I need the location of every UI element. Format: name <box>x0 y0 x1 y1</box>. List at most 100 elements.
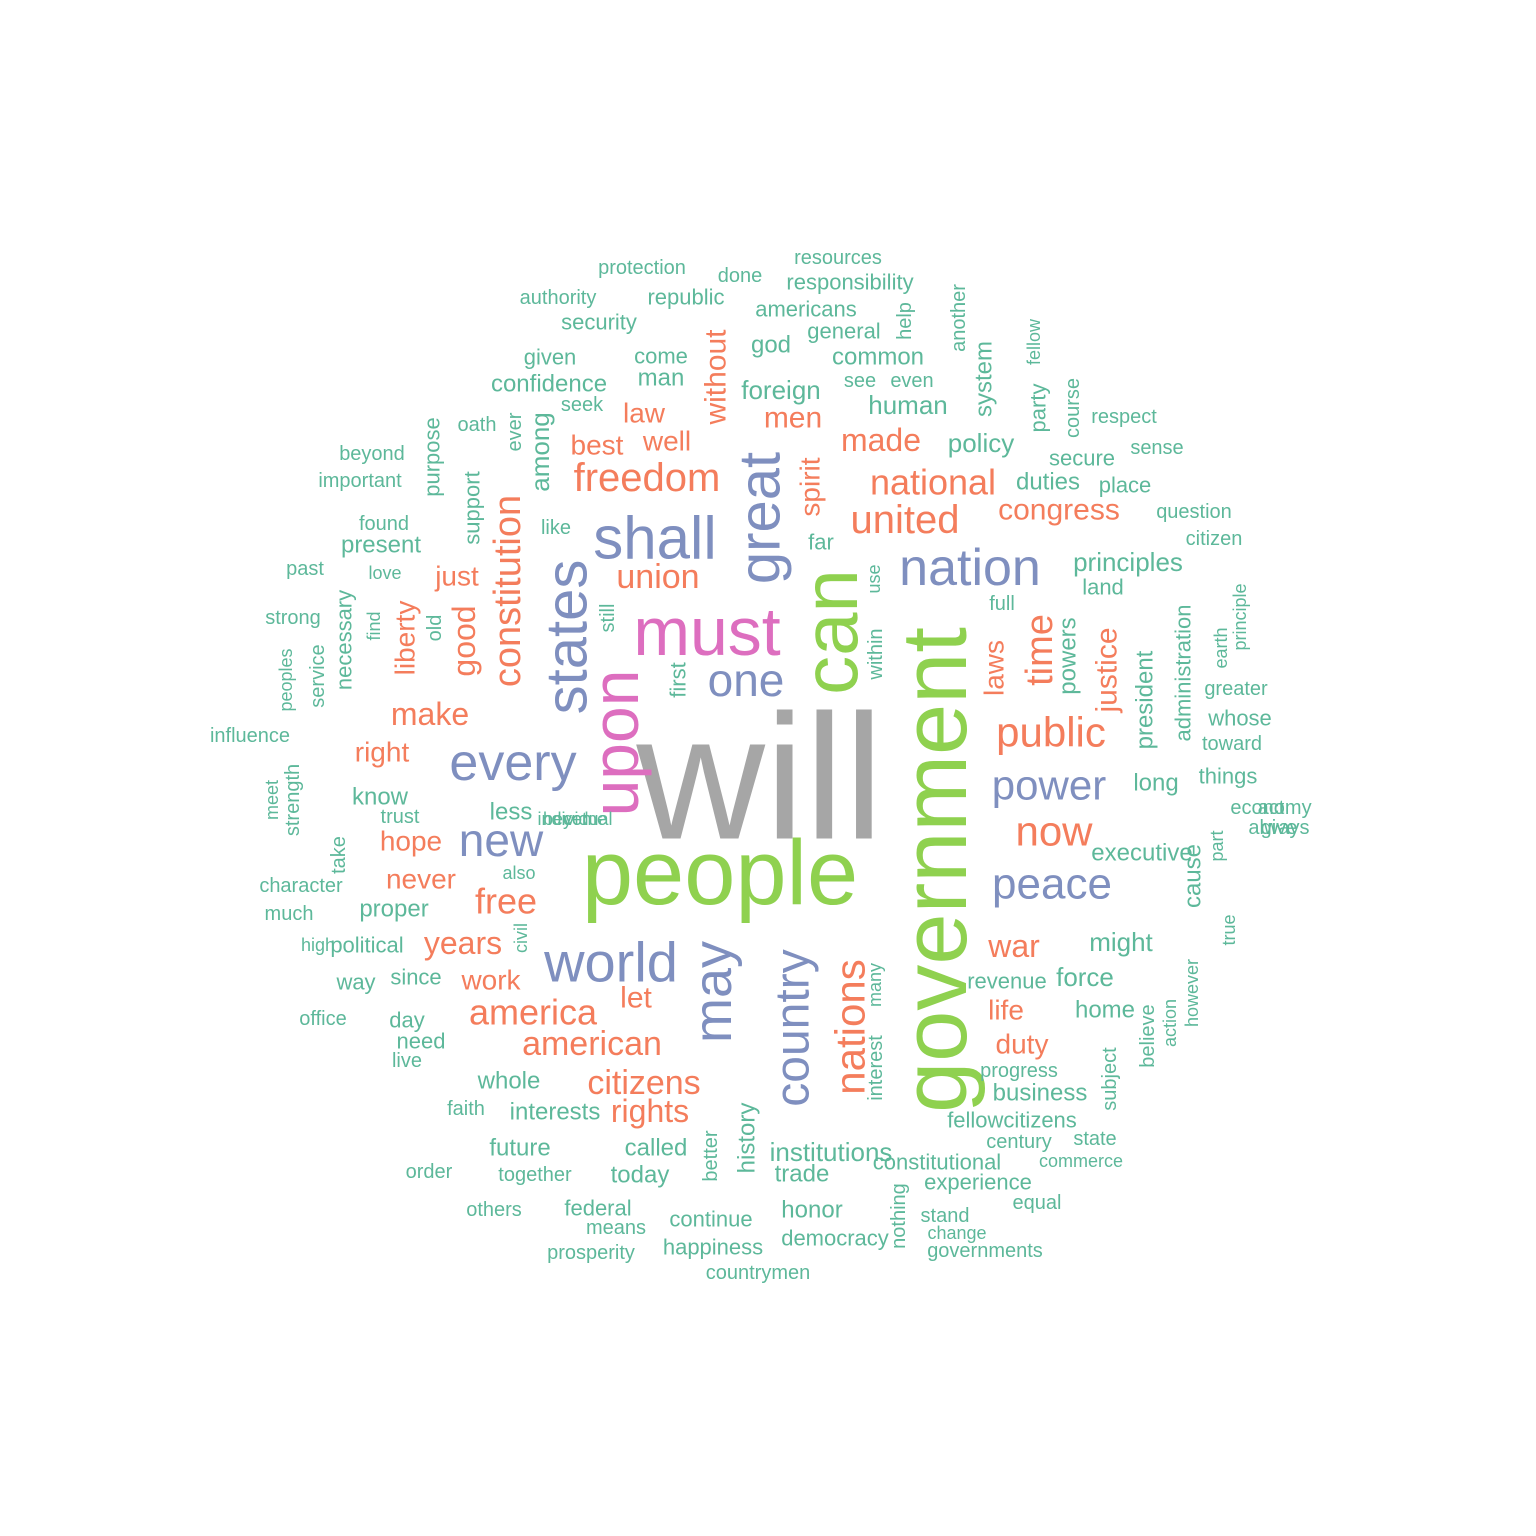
word-love: love <box>368 563 401 583</box>
word-many: many <box>865 963 885 1007</box>
word-change: change <box>927 1223 986 1243</box>
word-full: full <box>989 593 1015 615</box>
word-nations: nations <box>827 959 874 1094</box>
word-responsibility: responsibility <box>786 270 913 295</box>
word-like: like <box>541 517 571 539</box>
word-history: history <box>734 1103 761 1174</box>
word-long: long <box>1133 770 1178 797</box>
word-another: another <box>948 284 970 352</box>
word-years: years <box>424 925 502 961</box>
word-things: things <box>1199 764 1258 789</box>
word-even: even <box>890 370 933 392</box>
word-great: great <box>728 452 793 584</box>
word-home: home <box>1075 997 1135 1024</box>
word-find: find <box>364 611 384 640</box>
word-act: act <box>1258 797 1285 819</box>
word-economy: economy <box>1230 797 1311 819</box>
word-right: right <box>355 737 410 768</box>
word-past: past <box>286 558 324 580</box>
word-progress: progress <box>980 1060 1058 1082</box>
word-among: among <box>525 412 555 492</box>
word-governments: governments <box>927 1240 1043 1262</box>
word-war: war <box>987 928 1040 964</box>
word-peace: peace <box>992 860 1112 909</box>
word-sense: sense <box>1130 437 1183 459</box>
word-beyond: beyond <box>339 443 405 465</box>
word-duties: duties <box>1016 469 1080 496</box>
word-come: come <box>634 344 688 369</box>
word-every: every <box>449 734 576 792</box>
word-toward: toward <box>1202 733 1262 755</box>
word-way: way <box>335 970 375 995</box>
word-congress: congress <box>998 494 1120 527</box>
word-system: system <box>971 341 998 417</box>
word-political: political <box>330 933 403 958</box>
word-know: know <box>352 784 409 811</box>
word-office: office <box>299 1008 346 1030</box>
word-let: let <box>620 982 652 1015</box>
word-make: make <box>391 696 469 732</box>
word-without: without <box>700 329 733 426</box>
word-security: security <box>561 310 637 335</box>
word-secure: secure <box>1049 446 1115 471</box>
word-public: public <box>996 709 1106 756</box>
word-country: country <box>767 949 820 1106</box>
word-since: since <box>390 965 441 990</box>
word-yet: yet <box>563 809 587 829</box>
word-strength: strength <box>282 764 304 836</box>
word-rights: rights <box>611 1093 689 1129</box>
word-interests: interests <box>510 1099 601 1126</box>
word-national: national <box>870 462 996 503</box>
word-proper: proper <box>359 896 428 923</box>
word-fellow: fellow <box>1024 318 1044 365</box>
word-americans: americans <box>755 297 856 322</box>
word-confidence: confidence <box>491 371 607 398</box>
word-freedom: freedom <box>574 456 721 500</box>
word-people: people <box>582 822 858 924</box>
word-action: action <box>1160 999 1180 1047</box>
word-one: one <box>708 654 785 706</box>
word-god: god <box>751 332 791 359</box>
word-together: together <box>498 1164 572 1186</box>
word-democracy: democracy <box>781 1226 889 1251</box>
word-meet: meet <box>262 780 282 820</box>
word-force: force <box>1056 962 1114 992</box>
word-ever: ever <box>504 412 526 451</box>
word-important: important <box>318 470 402 492</box>
word-law: law <box>623 398 666 429</box>
word-high: high <box>301 935 335 955</box>
word-business: business <box>993 1080 1088 1107</box>
word-america: america <box>469 992 598 1033</box>
word-become: become <box>543 809 607 829</box>
word-principle: principle <box>1230 583 1250 650</box>
word-honor: honor <box>781 1197 842 1224</box>
word-citizen: citizen <box>1186 528 1243 550</box>
word-old: old <box>424 615 446 642</box>
word-may: may <box>683 941 743 1043</box>
word-greater: greater <box>1204 678 1268 700</box>
word-day: day <box>389 1008 424 1033</box>
word-trade: trade <box>775 1161 830 1188</box>
word-laws: laws <box>979 640 1010 696</box>
word-civil: civil <box>511 923 531 953</box>
word-constitutional: constitutional <box>873 1150 1001 1175</box>
word-within: within <box>865 628 887 680</box>
word-less: less <box>490 799 533 826</box>
word-good: good <box>446 605 482 676</box>
word-today: today <box>611 1162 670 1189</box>
word-republic: republic <box>647 285 724 310</box>
word-whole: whole <box>477 1068 541 1095</box>
word-stand: stand <box>921 1205 970 1227</box>
word-called: called <box>625 1135 688 1162</box>
word-prosperity: prosperity <box>547 1242 635 1264</box>
word-others: others <box>466 1199 522 1221</box>
word-course: course <box>1062 378 1084 438</box>
word-see: see <box>844 370 876 392</box>
word-man: man <box>638 365 685 392</box>
word-administration: administration <box>1171 605 1196 742</box>
word-upon: upon <box>578 670 652 817</box>
word-continue: continue <box>669 1207 752 1232</box>
word-constitution: constitution <box>487 495 529 687</box>
word-fellowcitizens: fellowcitizens <box>947 1108 1077 1133</box>
